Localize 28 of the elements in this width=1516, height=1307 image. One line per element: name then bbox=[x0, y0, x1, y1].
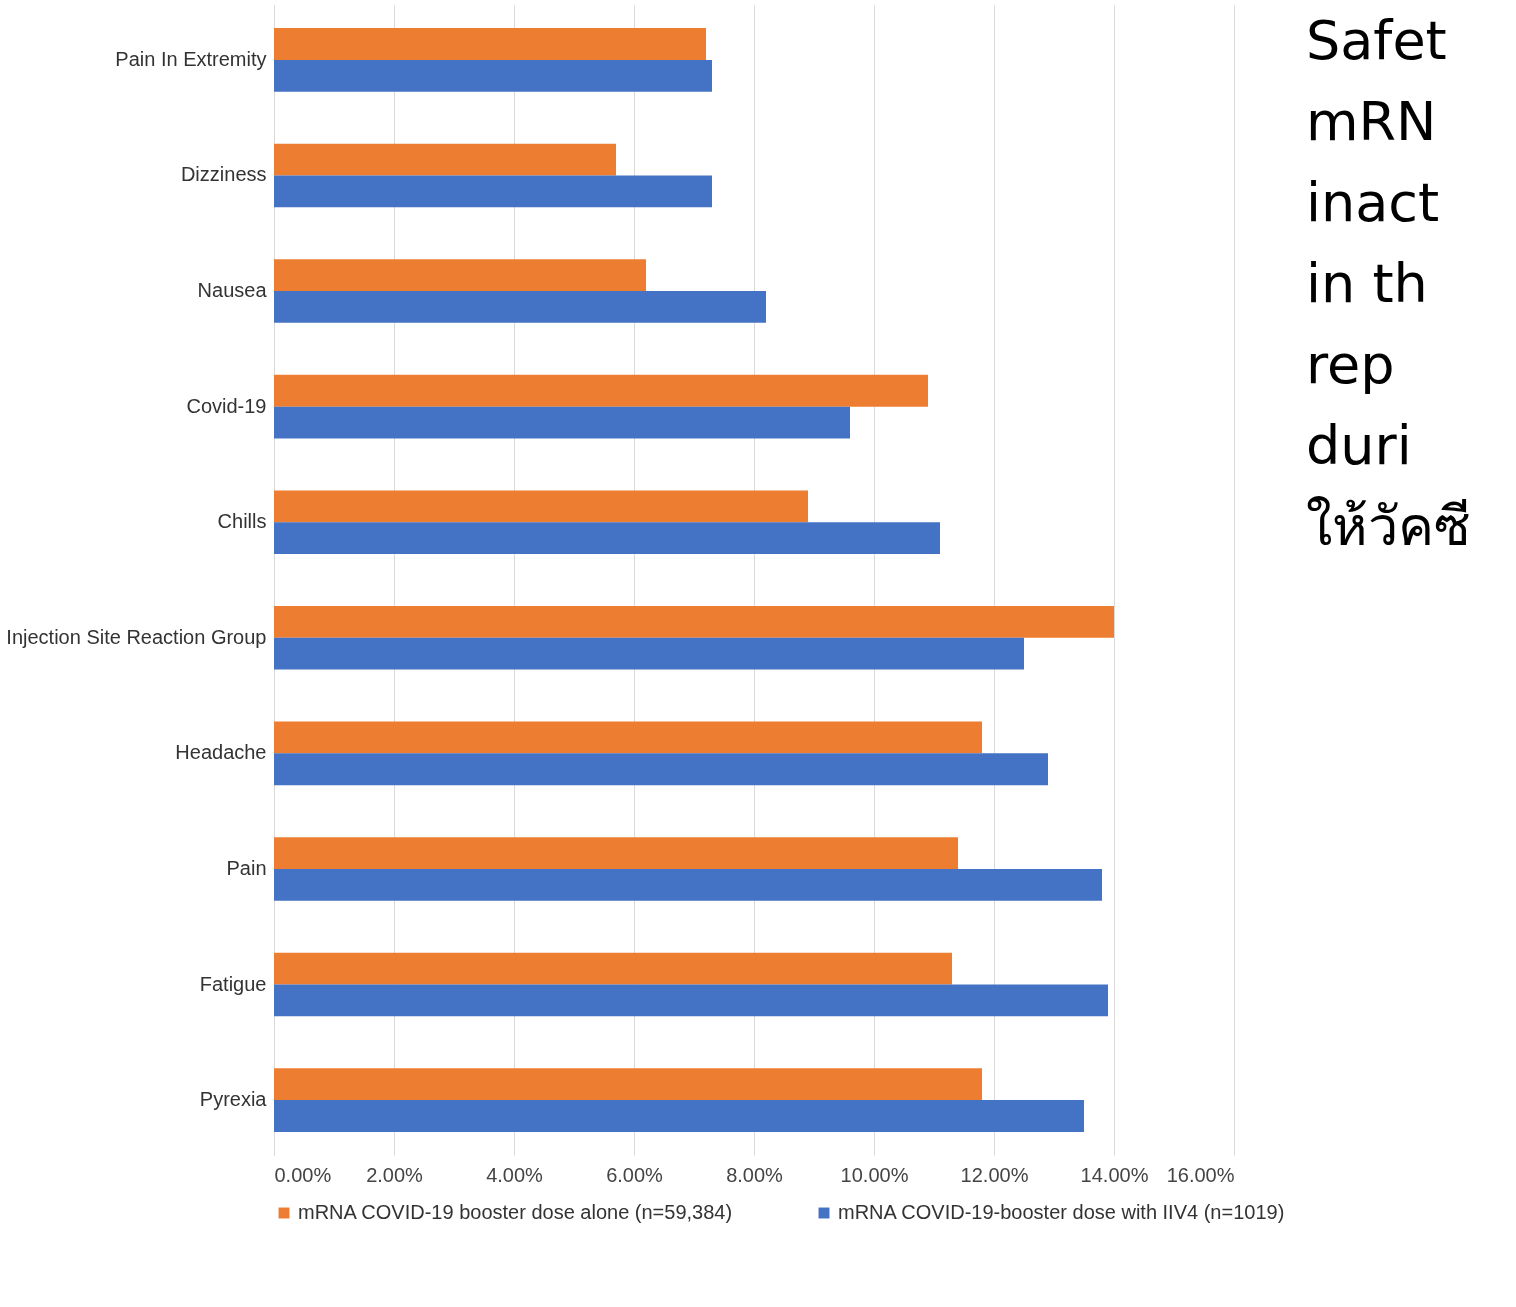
text: mRN bbox=[1306, 89, 1438, 155]
text: inact bbox=[1306, 170, 1441, 236]
x-tick-label: 14.00% bbox=[1080, 1163, 1149, 1186]
y-tick-label: Pain In Extremity bbox=[115, 47, 267, 70]
y-tick-label: Injection Site Reaction Group bbox=[6, 625, 267, 648]
y-tick-label: Fatigue bbox=[199, 972, 267, 995]
y-tick-label: Pain bbox=[226, 856, 267, 879]
y-tick-label: Headache bbox=[175, 741, 267, 764]
text: in th bbox=[1306, 251, 1429, 317]
x-tick-label: 16.00% bbox=[1166, 1163, 1235, 1186]
y-tick-label: Covid-19 bbox=[186, 394, 267, 417]
text: ให้วัคซี bbox=[1306, 494, 1471, 560]
x-tick-label: 8.00% bbox=[726, 1163, 784, 1186]
text: duri bbox=[1306, 413, 1413, 479]
y-tick-label: Dizziness bbox=[180, 163, 267, 186]
x-tick-label: 10.00% bbox=[840, 1163, 909, 1186]
x-tick-label: 0.00% bbox=[274, 1163, 332, 1186]
x-tick-label: 6.00% bbox=[606, 1163, 664, 1186]
text: Safet bbox=[1306, 8, 1448, 74]
text: rep bbox=[1306, 332, 1396, 398]
x-tick-label: 12.00% bbox=[960, 1163, 1029, 1186]
legend-label: mRNA COVID-19 booster dose alone (n=59,384) bbox=[298, 1201, 733, 1223]
x-tick-label: 2.00% bbox=[366, 1163, 424, 1186]
y-tick-label: Nausea bbox=[197, 279, 268, 302]
y-tick-label: Pyrexia bbox=[199, 1088, 268, 1111]
x-tick-label: 4.00% bbox=[486, 1163, 544, 1186]
legend-label: mRNA COVID-19-booster dose with IIV4 (n=1019) bbox=[838, 1201, 1285, 1223]
y-tick-label: Chills bbox=[217, 510, 267, 533]
